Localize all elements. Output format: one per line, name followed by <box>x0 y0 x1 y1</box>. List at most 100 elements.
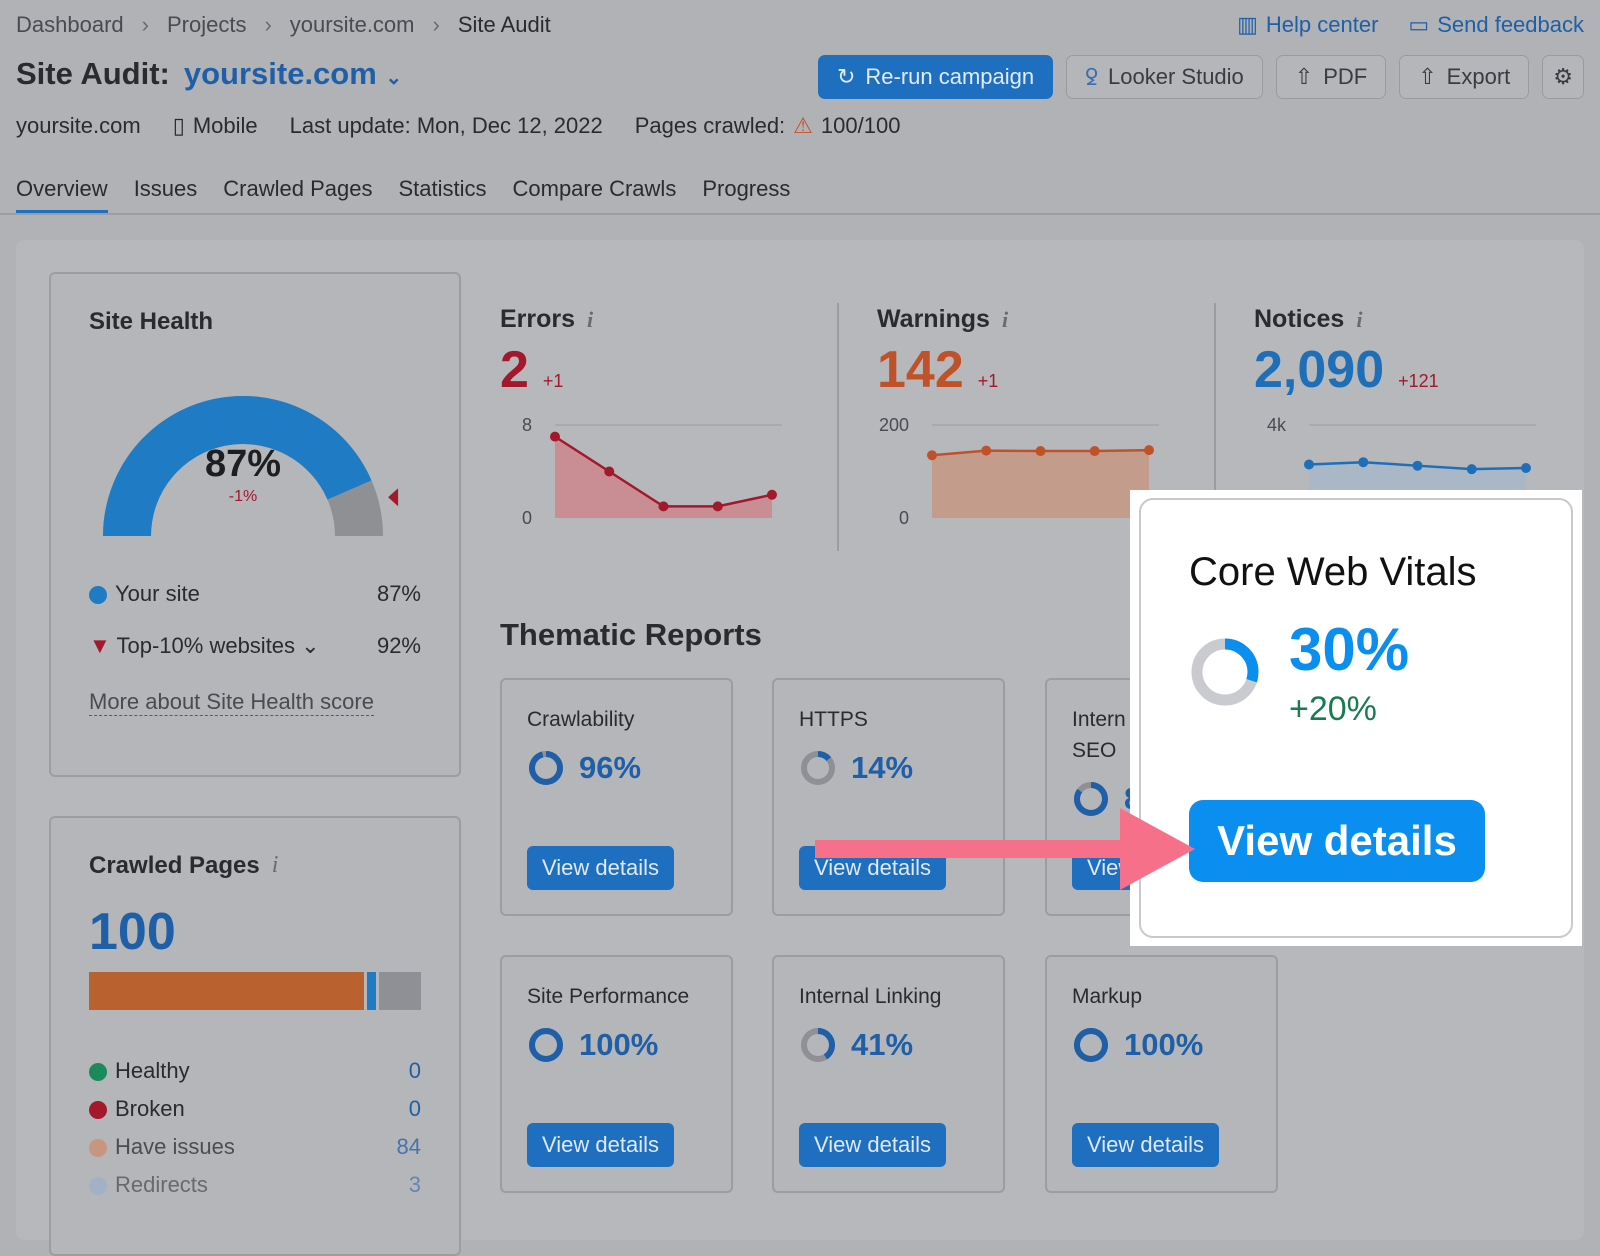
y-tick-max: 200 <box>879 415 909 435</box>
metric-sparkline: 80 <box>522 415 782 528</box>
view-details-button[interactable]: View details <box>799 1123 946 1167</box>
site-health-gauge: 87% -1% <box>103 396 399 537</box>
sparkline-point[interactable] <box>1304 459 1314 470</box>
thematic-card-value: 14% <box>851 750 914 785</box>
rerun-label: Re-run campaign <box>865 64 1035 89</box>
tab-progress[interactable]: Progress <box>702 176 791 201</box>
rerun-campaign-button[interactable]: ↻ Re-run campaign <box>817 55 1054 99</box>
chevron-down-icon: ⌄ <box>385 67 403 89</box>
looker-studio-button[interactable]: ꝿ Looker Studio <box>1066 55 1263 99</box>
send-feedback-label: Send feedback <box>1437 12 1584 37</box>
metric-label: Notices <box>1254 305 1345 333</box>
info-icon[interactable]: i <box>1356 307 1363 332</box>
y-tick-min: 0 <box>899 508 909 528</box>
metric-value[interactable]: 2 <box>500 341 529 399</box>
sparkline-point[interactable] <box>767 489 777 500</box>
settings-button[interactable]: ⚙ <box>1542 55 1584 99</box>
tab-statistics[interactable]: Statistics <box>398 176 487 201</box>
thematic-card: Internal Linking 41% View details <box>772 955 1005 1193</box>
device-text: Mobile <box>192 113 258 138</box>
book-icon: ▥ <box>1237 12 1258 37</box>
warning-icon: ⚠ <box>793 113 813 138</box>
breadcrumb-projects[interactable]: Projects <box>166 12 247 37</box>
thematic-card-name: Intern SEO <box>1072 708 1126 762</box>
core-web-vitals-view-details-button[interactable]: View details <box>1189 800 1485 882</box>
bar-have-issues <box>89 972 364 1010</box>
crawled-pages-row[interactable]: Healthy 0 <box>89 1052 421 1090</box>
metric-value[interactable]: 142 <box>877 341 964 399</box>
site-selector[interactable]: yoursite.com ⌄ <box>184 56 402 92</box>
site-health-card: Site Health 87% -1% Your site 87% ▼ Top-1… <box>49 272 461 777</box>
y-tick-min: 0 <box>522 508 532 528</box>
sparkline-point[interactable] <box>1412 460 1423 471</box>
pages-crawled-label: Pages crawled: <box>634 113 786 138</box>
help-center-link[interactable]: ▥ Help center <box>1237 12 1378 38</box>
thematic-card-name: HTTPS <box>799 708 868 731</box>
more-site-health-link[interactable]: More about Site Health score <box>89 689 374 716</box>
top10-selector[interactable]: ▼ Top-10% websites ⌄ <box>89 633 320 659</box>
upload-icon: ⇧ <box>1294 64 1314 89</box>
sparkline-point[interactable] <box>927 450 937 461</box>
tab-compare-crawls[interactable]: Compare Crawls <box>512 176 677 201</box>
metric-warnings: Warnings i 142 +1 200 0 <box>877 305 1197 555</box>
pointer-arrow-icon <box>815 808 1195 890</box>
last-update-text: Last update: Mon, Dec 12, 2022 <box>289 113 603 138</box>
tab-issues[interactable]: Issues <box>133 176 198 201</box>
info-icon[interactable]: i <box>271 852 279 878</box>
crawled-pages-row[interactable]: Broken 0 <box>89 1090 421 1128</box>
sparkline-point[interactable] <box>1358 457 1369 468</box>
sparkline-point[interactable] <box>1035 446 1046 457</box>
view-details-button[interactable]: View details <box>1072 1123 1219 1167</box>
pdf-button[interactable]: ⇧ PDF <box>1275 55 1387 99</box>
sparkline-area <box>932 450 1149 518</box>
sparkline-point[interactable] <box>1144 445 1154 456</box>
sparkline-point[interactable] <box>712 501 723 512</box>
view-details-button[interactable]: View details <box>527 1123 674 1167</box>
crawled-pages-row[interactable]: Redirects 3 <box>89 1166 421 1204</box>
top10-value: 92% <box>376 633 421 658</box>
gear-icon: ⚙ <box>1553 64 1573 89</box>
sparkline-point[interactable] <box>658 501 669 512</box>
send-feedback-link[interactable]: ▭ Send feedback <box>1408 12 1584 38</box>
tab-crawled-pages[interactable]: Crawled Pages <box>223 176 373 201</box>
thematic-card-name: Internal Linking <box>799 985 942 1008</box>
view-details-button[interactable]: View details <box>527 846 674 890</box>
chevron-right-icon: › <box>264 12 272 37</box>
sparkline-point[interactable] <box>1466 464 1477 475</box>
y-tick-max: 4k <box>1267 415 1287 435</box>
row-label: Healthy <box>115 1058 190 1083</box>
info-icon[interactable]: i <box>587 307 594 332</box>
sparkline-point[interactable] <box>981 445 992 456</box>
sparkline-point[interactable] <box>550 431 560 442</box>
progress-donut-icon <box>1074 1028 1108 1062</box>
row-value: 0 <box>408 1058 421 1083</box>
crawled-pages-row[interactable]: Have issues 84 <box>89 1128 421 1166</box>
info-icon[interactable]: i <box>1001 307 1009 332</box>
bar-blocked <box>379 972 421 1010</box>
pdf-label: PDF <box>1323 64 1368 89</box>
sparkline-point[interactable] <box>604 466 615 477</box>
thematic-card: Crawlability 96% View details <box>500 678 733 916</box>
sparkline-point[interactable] <box>1089 446 1100 457</box>
thematic-card-value: 41% <box>851 1027 914 1062</box>
breadcrumb-site[interactable]: yoursite.com <box>289 12 415 37</box>
upload-icon: ⇧ <box>1418 64 1437 89</box>
legend-dot <box>89 1139 107 1158</box>
tab-overview[interactable]: Overview <box>16 176 108 214</box>
breadcrumb-dashboard[interactable]: Dashboard <box>16 12 124 37</box>
divider <box>0 213 1600 215</box>
core-web-vitals-donut <box>1191 638 1259 706</box>
sparkline-point[interactable] <box>1521 463 1531 474</box>
export-button[interactable]: ⇧ Export <box>1399 55 1530 99</box>
progress-donut-icon <box>801 1028 835 1062</box>
your-site-value: 87% <box>376 581 421 606</box>
core-web-vitals-title: Core Web Vitals <box>1189 550 1477 594</box>
site-health-title: Site Health <box>89 308 214 335</box>
chevron-down-icon: ⌄ <box>301 633 320 658</box>
thematic-card-value: 96% <box>579 750 642 785</box>
metric-value[interactable]: 2,090 <box>1254 341 1385 399</box>
row-value: 84 <box>396 1134 421 1159</box>
chevron-right-icon: › <box>141 12 149 37</box>
thematic-card-value: 100% <box>579 1027 659 1062</box>
